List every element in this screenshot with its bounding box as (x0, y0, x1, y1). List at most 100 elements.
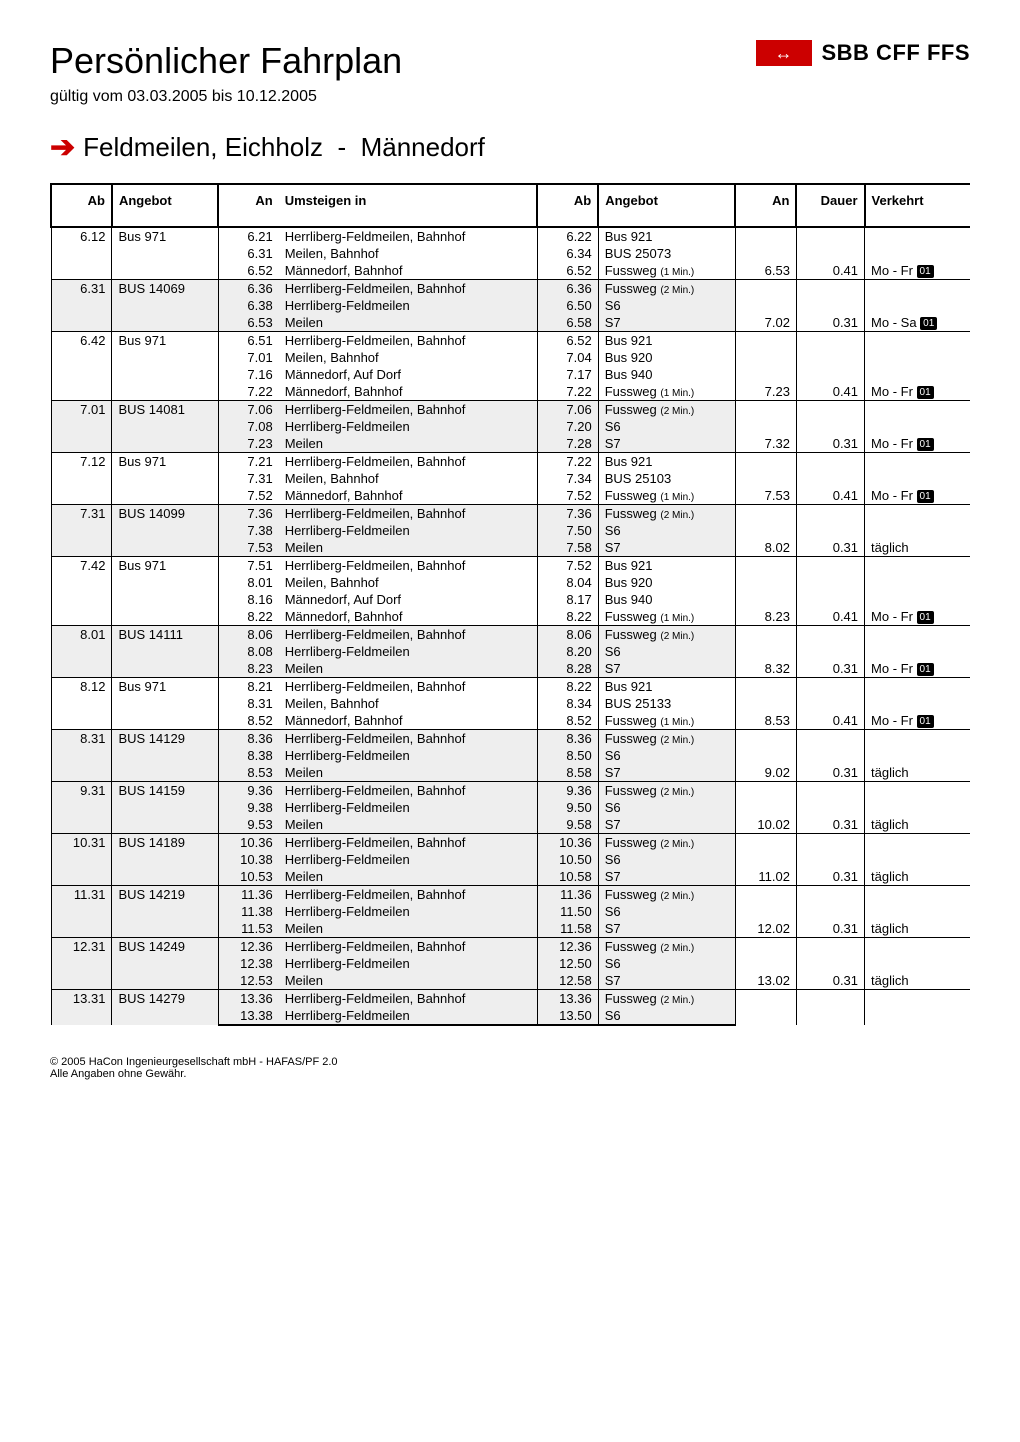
cell-ab2: 7.17 (537, 366, 598, 383)
cell-an1: 6.31 (218, 245, 278, 262)
cell-ab2: 11.36 (537, 886, 598, 904)
cell-verkehrt: täglich (865, 834, 970, 886)
cell-an1: 8.06 (218, 626, 278, 644)
cell-ab2: 13.36 (537, 990, 598, 1008)
cell-dauer (796, 990, 864, 1026)
cell-umsteigen: Meilen (279, 868, 538, 886)
cell-ab2: 8.36 (537, 730, 598, 748)
cell-angebot2: BUS 25073 (598, 245, 735, 262)
walk-duration: (2 Min.) (660, 631, 694, 642)
cell-umsteigen: Meilen, Bahnhof (279, 470, 538, 487)
cell-angebot2: Fussweg (2 Min.) (598, 782, 735, 800)
cell-angebot2: Fussweg (2 Min.) (598, 505, 735, 523)
cell-angebot1: BUS 14081 (112, 401, 218, 453)
cell-ab2: 8.22 (537, 608, 598, 626)
cell-verkehrt: täglich (865, 782, 970, 834)
walk-duration: (1 Min.) (660, 267, 694, 278)
cell-angebot1: Bus 971 (112, 453, 218, 505)
cell-dauer: 0.31 (796, 886, 864, 938)
cell-an2: 7.32 (735, 401, 796, 453)
cell-umsteigen: Herrliberg-Feldmeilen, Bahnhof (279, 782, 538, 800)
cell-angebot2: S7 (598, 539, 735, 557)
cell-an1: 8.08 (218, 643, 278, 660)
cell-umsteigen: Meilen (279, 435, 538, 453)
cell-ab2: 8.04 (537, 574, 598, 591)
cell-umsteigen: Männedorf, Auf Dorf (279, 591, 538, 608)
cell-ab1: 7.01 (51, 401, 112, 453)
cell-an1: 7.01 (218, 349, 278, 366)
cell-ab2: 11.50 (537, 903, 598, 920)
table-row: 8.31BUS 141298.36Herrliberg-Feldmeilen, … (51, 730, 970, 748)
cell-umsteigen: Herrliberg-Feldmeilen, Bahnhof (279, 730, 538, 748)
cell-an2: 9.02 (735, 730, 796, 782)
cell-umsteigen: Herrliberg-Feldmeilen (279, 903, 538, 920)
cell-umsteigen: Meilen (279, 920, 538, 938)
col-an1: An (218, 184, 278, 227)
table-row: 7.12Bus 9717.21Herrliberg-Feldmeilen, Ba… (51, 453, 970, 471)
cell-an1: 9.36 (218, 782, 278, 800)
cell-angebot2: S7 (598, 920, 735, 938)
cell-an1: 7.51 (218, 557, 278, 575)
cell-angebot2: Fussweg (2 Min.) (598, 280, 735, 298)
cell-ab2: 12.50 (537, 955, 598, 972)
cell-ab2: 8.50 (537, 747, 598, 764)
footnote-badge: 01 (917, 438, 934, 451)
cell-ab1: 7.42 (51, 557, 112, 626)
cell-verkehrt: Mo - Fr 01 (865, 227, 970, 280)
cell-ab2: 6.58 (537, 314, 598, 332)
table-row: 13.31BUS 1427913.36Herrliberg-Feldmeilen… (51, 990, 970, 1008)
cell-an1: 7.06 (218, 401, 278, 419)
cell-verkehrt: täglich (865, 938, 970, 990)
cell-an1: 7.38 (218, 522, 278, 539)
cell-verkehrt: täglich (865, 505, 970, 557)
cell-angebot2: Fussweg (1 Min.) (598, 608, 735, 626)
cell-ab1: 11.31 (51, 886, 112, 938)
cell-verkehrt: Mo - Fr 01 (865, 678, 970, 730)
cell-angebot1: Bus 971 (112, 557, 218, 626)
table-row: 6.31BUS 140696.36Herrliberg-Feldmeilen, … (51, 280, 970, 298)
walk-duration: (2 Min.) (660, 995, 694, 1006)
cell-an1: 7.53 (218, 539, 278, 557)
cell-umsteigen: Herrliberg-Feldmeilen, Bahnhof (279, 938, 538, 956)
cell-ab1: 6.12 (51, 227, 112, 280)
cell-angebot1: BUS 14159 (112, 782, 218, 834)
cell-angebot2: Bus 921 (598, 678, 735, 696)
cell-an2: 8.32 (735, 626, 796, 678)
cell-umsteigen: Herrliberg-Feldmeilen (279, 643, 538, 660)
cell-ab2: 6.52 (537, 262, 598, 280)
cell-dauer: 0.31 (796, 280, 864, 332)
cell-ab2: 8.17 (537, 591, 598, 608)
cell-ab2: 7.36 (537, 505, 598, 523)
cell-an1: 7.23 (218, 435, 278, 453)
cell-ab2: 8.06 (537, 626, 598, 644)
timetable: Ab Angebot An Umsteigen in Ab Angebot An… (50, 183, 970, 1026)
cell-verkehrt: Mo - Fr 01 (865, 401, 970, 453)
footnote-badge: 01 (917, 386, 934, 399)
cell-ab1: 12.31 (51, 938, 112, 990)
cell-an2: 8.02 (735, 505, 796, 557)
cell-dauer: 0.41 (796, 453, 864, 505)
cell-angebot1: BUS 14279 (112, 990, 218, 1026)
cell-an1: 8.22 (218, 608, 278, 626)
cell-an1: 12.53 (218, 972, 278, 990)
footnote-badge: 01 (917, 611, 934, 624)
cell-ab2: 10.58 (537, 868, 598, 886)
table-row: 9.31BUS 141599.36Herrliberg-Feldmeilen, … (51, 782, 970, 800)
cell-verkehrt (865, 990, 970, 1026)
footnote-badge: 01 (917, 663, 934, 676)
cell-angebot2: Fussweg (2 Min.) (598, 730, 735, 748)
cell-an1: 6.36 (218, 280, 278, 298)
cell-ab2: 8.52 (537, 712, 598, 730)
cell-an1: 7.52 (218, 487, 278, 505)
cell-verkehrt: Mo - Fr 01 (865, 557, 970, 626)
cell-umsteigen: Herrliberg-Feldmeilen (279, 297, 538, 314)
cell-ab1: 7.31 (51, 505, 112, 557)
cell-umsteigen: Meilen, Bahnhof (279, 245, 538, 262)
cell-verkehrt: täglich (865, 886, 970, 938)
cell-an2: 13.02 (735, 938, 796, 990)
cell-dauer: 0.31 (796, 626, 864, 678)
cell-an1: 13.38 (218, 1007, 278, 1025)
cell-umsteigen: Herrliberg-Feldmeilen, Bahnhof (279, 626, 538, 644)
route-sep: - (323, 132, 361, 163)
cell-ab2: 7.22 (537, 453, 598, 471)
